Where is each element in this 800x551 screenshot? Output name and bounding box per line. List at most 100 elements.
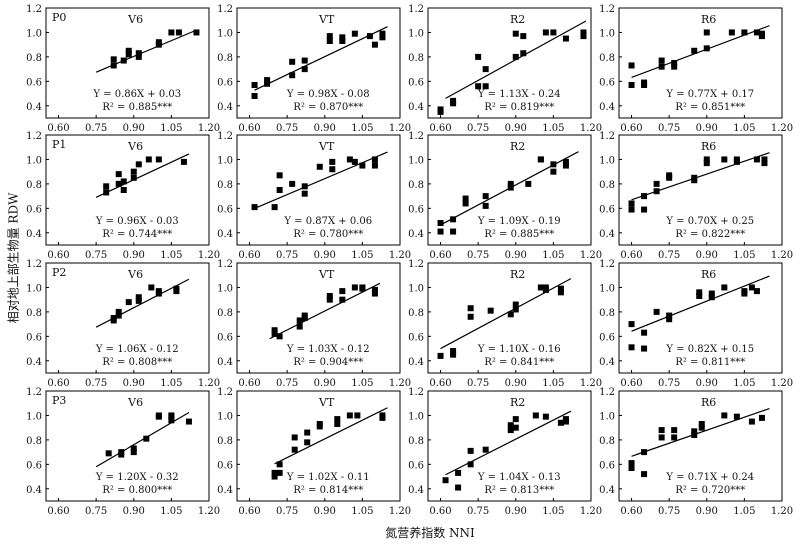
data-point bbox=[550, 168, 557, 175]
regression-line bbox=[274, 407, 388, 465]
x-tick-label: 0.90 bbox=[314, 378, 336, 389]
panel-p0-r6: 0.4 0.6 0.8 1.0 1.2 0.60 0.75 0.90 1.05 1.20 R6 Y =… bbox=[599, 4, 793, 134]
data-point bbox=[148, 284, 155, 291]
plot-frame bbox=[427, 262, 592, 374]
x-tick-label: 0.90 bbox=[123, 506, 145, 517]
equation-label: Y = 1.20X - 0.32 bbox=[95, 472, 179, 483]
y-tick-label: 0.4 bbox=[599, 102, 615, 113]
plot-frame bbox=[45, 7, 210, 119]
data-point bbox=[276, 461, 283, 468]
data-point bbox=[329, 166, 336, 173]
data-point bbox=[666, 312, 673, 319]
x-tick-label: 1.05 bbox=[542, 250, 564, 261]
data-point bbox=[761, 156, 768, 163]
x-tick-label: 0.90 bbox=[505, 506, 527, 517]
stage-label: V6 bbox=[127, 13, 143, 26]
x-tick-label: 1.20 bbox=[198, 250, 220, 261]
x-tick-label: 1.05 bbox=[351, 378, 373, 389]
data-point bbox=[467, 461, 474, 468]
x-tick-label: 1.05 bbox=[733, 506, 755, 517]
data-point bbox=[641, 471, 648, 478]
data-point bbox=[467, 447, 474, 454]
data-point bbox=[482, 446, 489, 453]
x-tick-label: 0.75 bbox=[276, 506, 298, 517]
data-point bbox=[537, 156, 544, 163]
data-point bbox=[334, 416, 341, 423]
data-point bbox=[628, 62, 635, 69]
x-tick-label: 1.05 bbox=[160, 506, 182, 517]
data-point bbox=[173, 285, 180, 292]
data-point bbox=[482, 193, 489, 200]
y-tick-label: 0.8 bbox=[26, 180, 42, 191]
y-tick-label: 0.4 bbox=[217, 485, 233, 496]
data-point bbox=[641, 329, 648, 336]
data-point bbox=[721, 284, 728, 291]
data-point bbox=[728, 29, 735, 36]
data-point bbox=[316, 163, 323, 170]
data-point bbox=[103, 189, 110, 196]
stage-label: V6 bbox=[127, 396, 143, 409]
data-point bbox=[748, 284, 755, 291]
data-point bbox=[326, 33, 333, 40]
data-point bbox=[437, 108, 444, 115]
y-tick-label: 0.4 bbox=[408, 229, 424, 240]
panel-p1-r2: 0.4 0.6 0.8 1.0 1.2 0.60 0.75 0.90 1.05 1.20 R2 Y =… bbox=[408, 131, 602, 261]
data-point bbox=[120, 57, 127, 64]
data-point bbox=[658, 57, 665, 64]
x-tick-label: 1.05 bbox=[542, 506, 564, 517]
plot-frame bbox=[618, 262, 783, 374]
data-point bbox=[143, 435, 150, 442]
y-tick-label: 0.8 bbox=[26, 436, 42, 447]
x-tick-label: 0.60 bbox=[47, 378, 69, 389]
y-axis-title-wrap: 相对地上部生物量 RDW bbox=[2, 0, 24, 547]
data-point bbox=[105, 450, 112, 457]
data-point bbox=[115, 171, 122, 178]
x-tick-label: 0.60 bbox=[429, 250, 451, 261]
data-point bbox=[557, 419, 564, 426]
y-tick-label: 0.6 bbox=[26, 460, 42, 471]
y-tick-label: 1.2 bbox=[26, 131, 42, 142]
data-point bbox=[115, 308, 122, 315]
data-point bbox=[291, 434, 298, 441]
y-tick-label: 0.4 bbox=[599, 229, 615, 240]
row-label: P3 bbox=[52, 394, 66, 407]
data-point bbox=[512, 416, 519, 423]
data-point bbox=[130, 449, 137, 456]
data-point bbox=[653, 188, 660, 195]
data-point bbox=[708, 290, 715, 297]
data-point bbox=[733, 156, 740, 163]
data-point bbox=[691, 432, 698, 438]
data-point bbox=[628, 344, 635, 351]
data-point bbox=[658, 63, 665, 70]
y-tick-label: 0.4 bbox=[408, 357, 424, 368]
data-point bbox=[703, 156, 710, 163]
data-point bbox=[334, 421, 341, 427]
data-point bbox=[748, 418, 755, 425]
y-tick-label: 0.6 bbox=[26, 204, 42, 215]
y-tick-label: 0.4 bbox=[26, 229, 42, 240]
equation-label: Y = 0.82X + 0.15 bbox=[665, 344, 754, 355]
x-tick-label: 0.75 bbox=[85, 378, 107, 389]
data-point bbox=[264, 80, 271, 87]
data-point bbox=[339, 296, 346, 303]
data-point bbox=[721, 412, 728, 419]
y-tick-label: 0.4 bbox=[26, 102, 42, 113]
data-point bbox=[251, 93, 258, 99]
data-point bbox=[507, 311, 514, 318]
y-tick-label: 1.0 bbox=[408, 155, 424, 166]
data-point bbox=[120, 178, 127, 185]
data-point bbox=[507, 180, 514, 187]
x-tick-label: 1.20 bbox=[580, 378, 602, 389]
y-tick-label: 0.6 bbox=[217, 332, 233, 343]
data-point bbox=[125, 51, 132, 58]
y-tick-label: 0.8 bbox=[26, 53, 42, 64]
x-tick-label: 1.05 bbox=[351, 250, 373, 261]
data-point bbox=[351, 158, 358, 165]
data-point bbox=[125, 299, 132, 306]
x-tick-label: 0.60 bbox=[47, 506, 69, 517]
data-point bbox=[562, 418, 569, 425]
equation-label: Y = 1.04X - 0.13 bbox=[477, 472, 561, 483]
r-squared-label: R² = 0.819*** bbox=[484, 102, 554, 113]
data-point bbox=[316, 421, 323, 427]
